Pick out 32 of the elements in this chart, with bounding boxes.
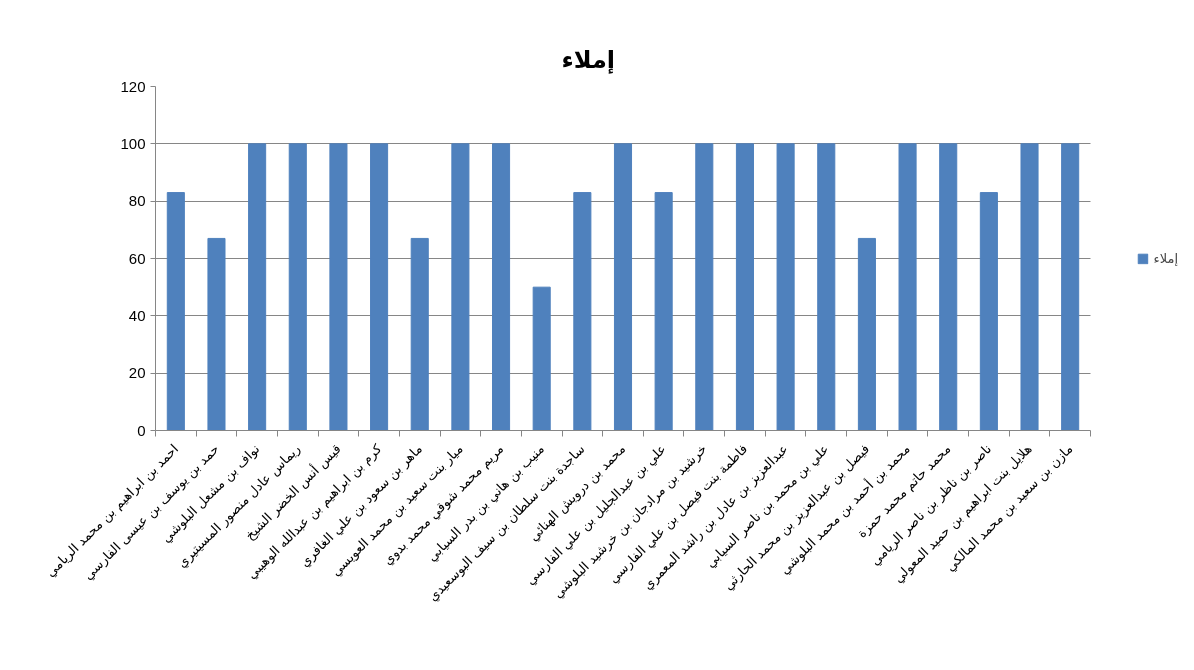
bar xyxy=(1061,143,1080,431)
bar xyxy=(288,143,307,431)
y-tick-label: 40 xyxy=(128,306,146,324)
chart-title: إملاء xyxy=(561,45,616,74)
bar xyxy=(410,237,429,431)
bar xyxy=(735,143,754,431)
y-tick-label: 20 xyxy=(128,364,146,382)
bar xyxy=(451,143,470,431)
bar xyxy=(573,192,592,431)
y-tick-label: 0 xyxy=(137,421,146,439)
bar xyxy=(898,143,917,431)
y-tick-label: 80 xyxy=(128,192,146,210)
bar xyxy=(613,143,633,431)
bar xyxy=(1020,143,1039,431)
y-tick-label: 60 xyxy=(128,249,146,267)
legend-label: إملاء xyxy=(1153,250,1178,266)
y-tick-label: 120 xyxy=(120,77,146,95)
bar xyxy=(817,143,836,431)
bar xyxy=(329,143,348,431)
bar xyxy=(207,237,226,431)
bar xyxy=(532,286,551,431)
bar xyxy=(654,192,673,431)
bar xyxy=(776,143,795,431)
bar xyxy=(857,237,876,431)
bar xyxy=(979,192,998,431)
bar xyxy=(370,143,389,431)
bar xyxy=(939,143,958,431)
bar xyxy=(166,192,185,431)
y-tick-label: 100 xyxy=(120,134,146,152)
bar xyxy=(492,143,511,431)
bar xyxy=(248,143,267,431)
bar xyxy=(695,143,714,431)
